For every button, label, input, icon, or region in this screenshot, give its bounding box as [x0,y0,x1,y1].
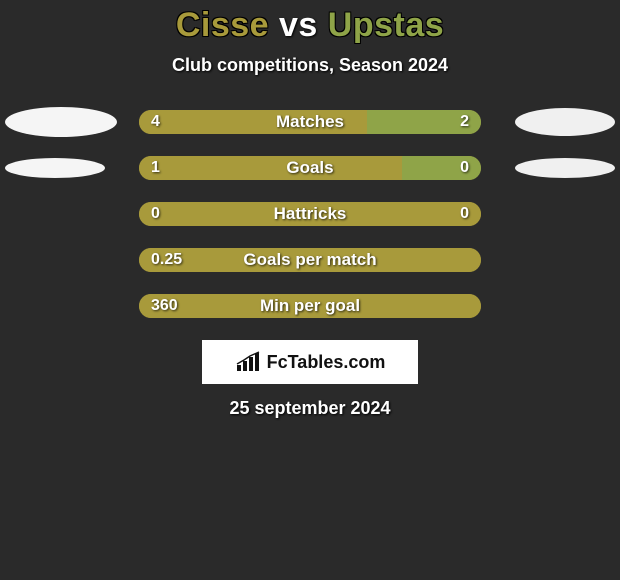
bar-segment-p1 [139,156,402,180]
vs-text: vs [279,6,318,44]
stat-row: 0.25Goals per match [0,248,620,272]
stat-value-p1: 4 [151,110,160,134]
bar-segment-p1 [139,294,481,318]
date-text: 25 september 2024 [0,398,620,419]
stat-row: 10Goals [0,156,620,180]
stat-value-p1: 360 [151,294,178,318]
player1-marker [5,107,117,137]
player2-marker [515,108,615,136]
stat-bar: 10Goals [139,156,481,180]
bars-icon [235,351,261,373]
stat-row: 42Matches [0,110,620,134]
stat-value-p1: 1 [151,156,160,180]
player1-name: Cisse [176,6,269,44]
stat-value-p1: 0.25 [151,248,182,272]
player2-marker [515,158,615,178]
bar-segment-p1 [139,248,481,272]
logo-text: FcTables.com [267,352,386,373]
stat-bar: 00Hattricks [139,202,481,226]
stat-value-p2: 2 [460,110,469,134]
logo-box[interactable]: FcTables.com [202,340,418,384]
bar-segment-p1 [139,202,481,226]
stat-value-p2: 0 [460,202,469,226]
stats-rows: 42Matches10Goals00Hattricks0.25Goals per… [0,110,620,318]
stat-row: 360Min per goal [0,294,620,318]
player2-name: Upstas [328,6,444,44]
stat-bar: 0.25Goals per match [139,248,481,272]
stat-bar: 360Min per goal [139,294,481,318]
stat-value-p1: 0 [151,202,160,226]
bar-segment-p1 [139,110,367,134]
stat-bar: 42Matches [139,110,481,134]
stat-value-p2: 0 [460,156,469,180]
stat-row: 00Hattricks [0,202,620,226]
logo: FcTables.com [235,351,386,373]
widget-subtitle: Club competitions, Season 2024 [0,55,620,76]
bar-segment-p2 [402,156,481,180]
comparison-widget: Cisse vs Upstas Club competitions, Seaso… [0,0,620,419]
player1-marker [5,158,105,178]
widget-title: Cisse vs Upstas [0,6,620,45]
